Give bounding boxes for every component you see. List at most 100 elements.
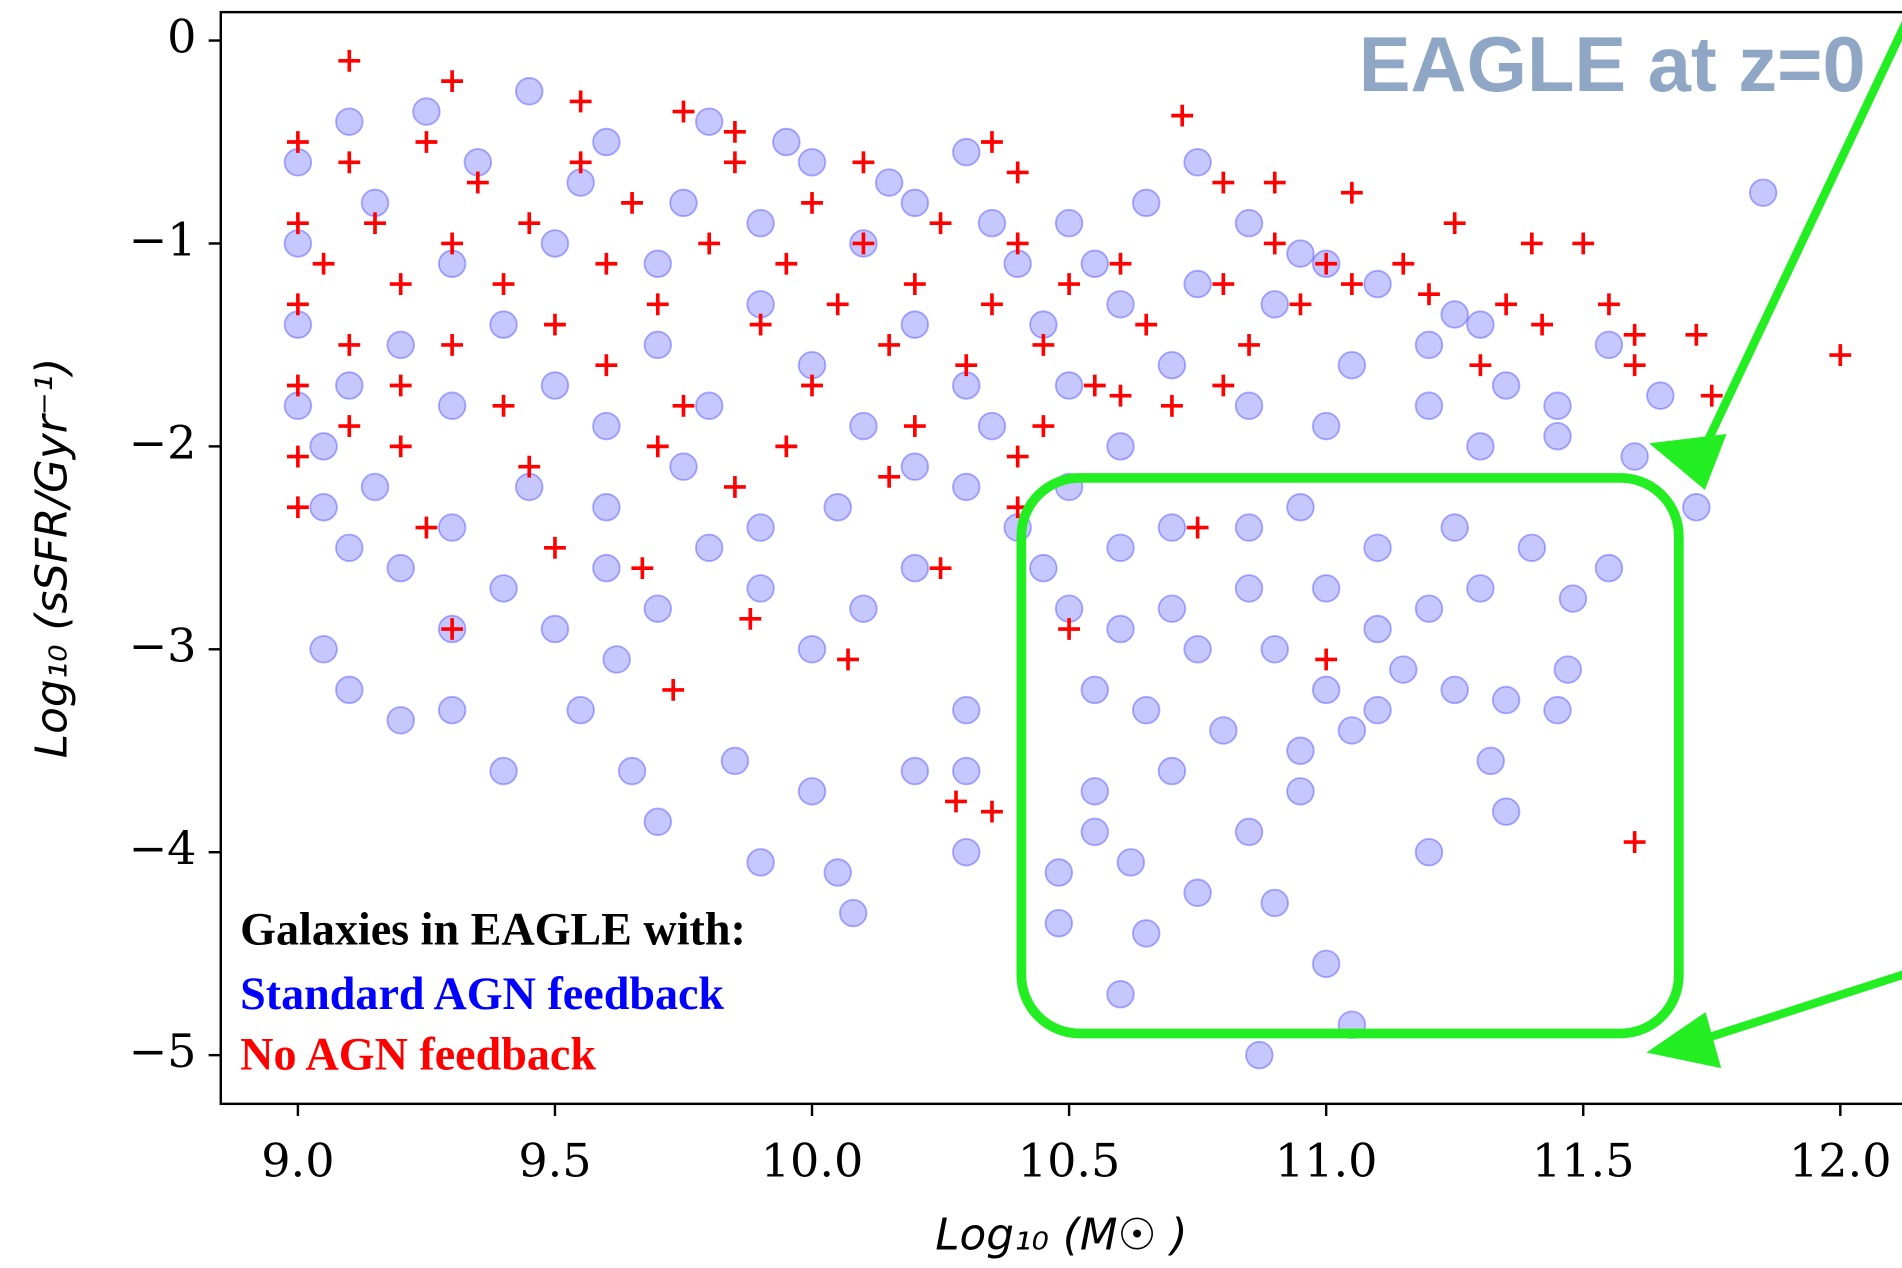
x-tick-label: 9.0 (261, 1133, 334, 1187)
marker-circle (1183, 635, 1212, 664)
marker-circle (874, 168, 904, 197)
marker-cross (1531, 313, 1554, 336)
marker-circle (335, 107, 364, 136)
marker-circle (900, 553, 930, 583)
marker-circle (1106, 980, 1135, 1009)
marker-cross (1212, 374, 1235, 397)
marker-cross (1032, 415, 1055, 438)
marker-circle (489, 574, 518, 603)
marker-cross (945, 790, 967, 813)
marker-cross (286, 293, 309, 316)
marker-cross (286, 212, 309, 235)
arrow (1694, 20, 1902, 463)
marker-cross (621, 191, 643, 214)
marker-circle (1389, 655, 1418, 684)
x-tick-label: 12.0 (1789, 1133, 1892, 1187)
marker-circle (1260, 888, 1290, 918)
marker-circle (1491, 371, 1521, 400)
marker-cross (441, 334, 464, 356)
y-axis-label: Log₁₀ (sSFR/Gyr⁻¹) (27, 358, 78, 758)
marker-cross (646, 435, 669, 458)
marker-circle (1157, 594, 1187, 623)
marker-circle (1543, 421, 1572, 451)
annotation: EAGLE at z=0 (1359, 22, 1866, 108)
marker-cross (286, 496, 309, 519)
marker-cross (1443, 212, 1466, 235)
marker-circle (489, 756, 518, 786)
marker-circle (592, 553, 621, 583)
marker-cross (1623, 354, 1646, 377)
marker-circle (746, 513, 775, 542)
marker-cross (1109, 384, 1132, 407)
marker-cross (672, 100, 695, 123)
marker-circle (1476, 746, 1505, 776)
marker-cross (286, 131, 309, 153)
marker-cross (1340, 273, 1363, 295)
marker-circle (1363, 614, 1392, 644)
marker-circle (1054, 594, 1084, 623)
marker-cross (415, 516, 438, 539)
marker-cross (698, 232, 721, 255)
marker-circle (1620, 442, 1649, 471)
marker-cross (338, 415, 361, 438)
marker-circle (669, 188, 698, 218)
marker-circle (1080, 675, 1110, 705)
marker-cross (1340, 181, 1363, 204)
marker-circle (900, 188, 930, 218)
marker-circle (283, 229, 313, 258)
marker-circle (1646, 381, 1675, 410)
marker-circle (360, 472, 390, 502)
marker-circle (952, 837, 981, 867)
marker-circle (694, 533, 724, 563)
marker-circle (1363, 269, 1392, 299)
marker-circle (540, 614, 570, 644)
marker-circle (1080, 249, 1110, 279)
marker-cross (662, 678, 685, 701)
y-tick-label: −4 (129, 821, 197, 875)
marker-circle (1234, 817, 1264, 847)
marker-circle (1183, 878, 1212, 908)
arrow-head (1646, 1012, 1722, 1069)
marker-cross (1263, 232, 1286, 255)
marker-circle (1440, 513, 1469, 542)
marker-circle (592, 493, 621, 522)
marker-circle (566, 695, 595, 725)
marker-circle (1029, 310, 1058, 339)
marker-cross (312, 252, 335, 275)
marker-circle (540, 229, 570, 258)
marker-cross (1032, 334, 1055, 356)
marker-circle (1106, 432, 1135, 461)
marker-circle (643, 249, 673, 279)
marker-circle (309, 432, 338, 461)
marker-cross (1083, 374, 1106, 397)
marker-cross (723, 476, 746, 498)
marker-circle (772, 127, 801, 157)
marker-circle (1491, 685, 1521, 715)
marker-circle (1594, 553, 1624, 583)
marker-cross (955, 354, 978, 377)
y-tick-label: 0 (167, 10, 196, 64)
marker-cross (1315, 252, 1338, 275)
marker-circle (823, 858, 852, 887)
marker-cross (595, 354, 618, 377)
marker-circle (643, 807, 673, 837)
marker-circle (1029, 553, 1058, 583)
marker-circle (386, 706, 415, 735)
marker-circle (797, 148, 827, 177)
marker-cross (852, 232, 875, 255)
marker-circle (1491, 797, 1521, 826)
marker-circle (1748, 178, 1778, 207)
marker-cross (389, 435, 412, 458)
marker-circle (838, 898, 868, 928)
marker-circle (283, 391, 313, 421)
marker-cross (1186, 516, 1209, 539)
marker-circle (437, 249, 467, 279)
arrows (1646, 20, 1902, 1069)
marker-cross (1263, 171, 1286, 194)
marker-circle (309, 493, 338, 522)
marker-cross (1700, 384, 1723, 407)
marker-circle (952, 756, 981, 786)
marker-cross (1212, 273, 1235, 295)
